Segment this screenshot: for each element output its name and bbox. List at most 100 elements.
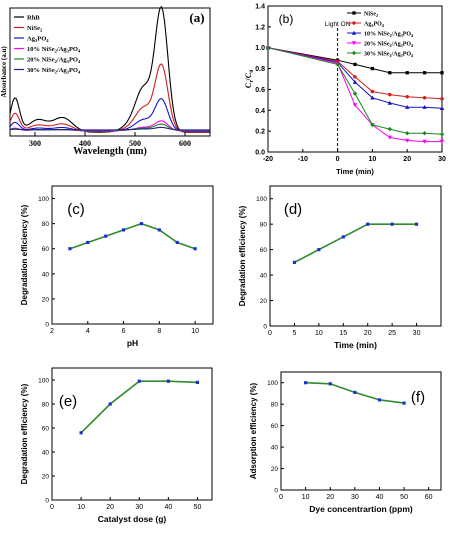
legend-entry: Ag3PO4 [364, 22, 385, 29]
legend-marker [351, 30, 357, 35]
panel-a-frame [9, 7, 211, 137]
series-line [80, 380, 198, 434]
y-tick-label: 40 [271, 445, 279, 452]
x-tick-label: 6 [122, 328, 126, 335]
x-tick-label: 0 [50, 504, 54, 511]
y-axis-label: Adsorption efficiency (%) [249, 382, 258, 479]
legend-entry: 10% NiSe2/Ag3PO4 [364, 32, 414, 39]
x-tick-label: 400 [79, 139, 91, 148]
x-tick-label: 20 [364, 330, 372, 337]
legend-entry: 20% NiSe2/Ag3PO4 [364, 42, 414, 49]
y-tick-label: 0.8 [255, 66, 265, 73]
data-point [422, 96, 427, 100]
y-axis-label: Degradation efficiency (%) [238, 205, 247, 306]
data-point [405, 71, 409, 75]
legend-marker [352, 21, 356, 25]
data-point [366, 222, 370, 226]
x-axis-label: Dye concentrartion (ppm) [309, 504, 413, 514]
series-line-5 [267, 47, 443, 135]
data-point [390, 222, 394, 226]
series-line [69, 222, 196, 250]
x-tick-label: 10 [369, 156, 377, 163]
y-axis-label: Ct/C0 [244, 70, 255, 89]
data-point [195, 380, 200, 384]
data-point [157, 228, 161, 232]
panel-label: (a) [189, 10, 204, 25]
x-axis-label: Time (min) [336, 167, 374, 176]
data-point [370, 89, 375, 94]
data-point [388, 92, 392, 97]
data-point [68, 247, 72, 251]
data-point [353, 62, 357, 67]
y-tick-label: 100 [38, 378, 49, 385]
legend-entry: 30% NiSe2/Ag3PO4 [27, 67, 81, 75]
data-point [422, 131, 427, 136]
x-tick-label: 10 [302, 494, 310, 501]
y-tick-label: 60 [42, 426, 50, 433]
data-point [439, 106, 445, 110]
x-tick-label: 10 [77, 504, 85, 511]
y-tick-label: 1.4 [255, 4, 265, 11]
data-point [370, 95, 375, 100]
y-tick-label: 20 [271, 466, 279, 473]
y-tick-label: 40 [42, 450, 50, 457]
legend-marker [352, 11, 356, 15]
data-point [341, 235, 345, 239]
x-tick-label: 30 [351, 494, 359, 501]
data-point [422, 104, 427, 109]
x-tick-label: 30 [413, 330, 421, 337]
y-tick-label: 20 [260, 298, 268, 305]
data-point [440, 97, 444, 101]
legend-entry: NiSe2 [27, 25, 43, 33]
data-point [388, 71, 392, 75]
y-tick-label: 0.4 [255, 108, 265, 115]
x-tick-label: 8 [157, 328, 161, 335]
data-point [79, 431, 83, 435]
data-point [414, 222, 419, 226]
x-tick-label: 300 [29, 139, 41, 148]
y-tick-label: 80 [271, 402, 279, 409]
data-point [405, 138, 410, 143]
x-tick-label: 2 [50, 328, 54, 335]
panel-label: (e) [59, 393, 77, 410]
legend-marker [351, 50, 357, 56]
y-tick-label: 0.0 [255, 150, 265, 157]
data-point [139, 222, 144, 226]
panel-b-frame [267, 5, 443, 153]
data-point [377, 398, 382, 402]
x-tick-label: 30 [135, 504, 143, 511]
x-tick-label: 0 [336, 156, 340, 163]
data-point [370, 66, 375, 71]
x-tick-label: 20 [403, 156, 411, 163]
y-tick-label: 20 [42, 296, 50, 303]
y-tick-label: 40 [260, 273, 268, 280]
data-point [352, 91, 358, 96]
data-point [352, 103, 358, 108]
data-point [405, 94, 409, 99]
y-tick-label: 100 [267, 380, 278, 387]
legend-entry: NiSe2 [364, 12, 378, 19]
data-point [265, 45, 271, 50]
data-point [121, 228, 126, 232]
panel-f-frame [280, 371, 442, 491]
data-point [175, 240, 179, 245]
y-tick-label: 100 [256, 196, 267, 203]
y-tick-label: 0.6 [255, 87, 265, 94]
data-point [387, 100, 392, 105]
x-tick-label: -20 [263, 156, 273, 163]
x-tick-label: 15 [339, 330, 347, 337]
x-tick-label: 40 [376, 494, 384, 501]
legend-entry: 20% NiSe2/Ag3PO4 [27, 57, 81, 65]
panel-e-frame [51, 367, 213, 501]
data-point [353, 75, 357, 79]
x-axis-label: Time (min) [334, 340, 377, 350]
x-axis-label: Wavelength (nm) [73, 146, 147, 157]
data-point [166, 379, 170, 383]
light-on-annotation: Light ON [325, 21, 351, 28]
data-point [402, 401, 406, 405]
data-point [328, 382, 332, 386]
data-point [405, 104, 410, 109]
data-point [405, 131, 410, 136]
x-tick-label: 40 [164, 504, 172, 511]
